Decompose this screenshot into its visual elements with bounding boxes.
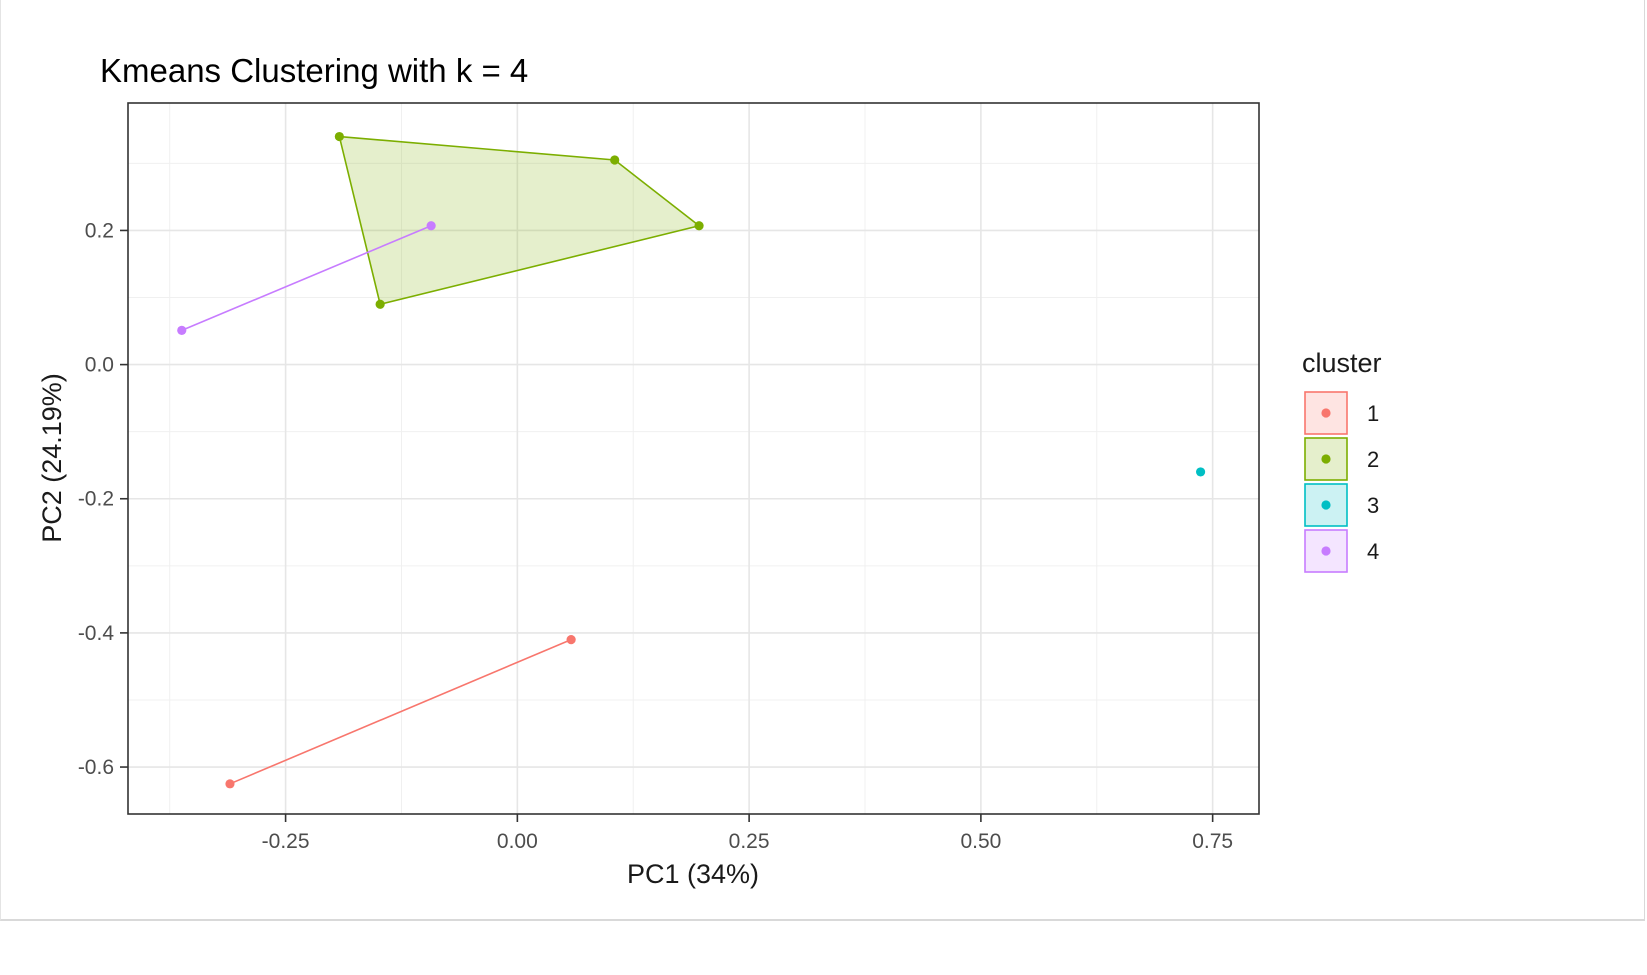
- cluster-4-point: [177, 325, 187, 335]
- legend-label-2: 2: [1367, 447, 1379, 472]
- legend-label-1: 1: [1367, 401, 1379, 426]
- cluster-1-point: [566, 635, 576, 645]
- cluster-4-point: [426, 221, 436, 231]
- x-tick-label: 0.75: [1192, 830, 1233, 853]
- grid: [128, 103, 1259, 814]
- legend-label-3: 3: [1367, 493, 1379, 518]
- x-tick-label: 0.00: [497, 830, 538, 853]
- legend: cluster 1 2 3 4: [1302, 348, 1382, 573]
- y-tick-label: 0.0: [85, 354, 114, 377]
- x-axis-title: PC1 (34%): [627, 859, 759, 889]
- panel-border: [127, 102, 1260, 815]
- legend-key-point-3: [1321, 500, 1331, 510]
- cluster-2-point: [610, 155, 620, 165]
- y-tick-label: -0.4: [78, 622, 115, 645]
- cluster-2-point: [375, 299, 385, 309]
- x-tick-label: 0.50: [960, 830, 1001, 853]
- cluster-hulls: [181, 135, 701, 785]
- cluster-2-hull: [338, 135, 701, 306]
- y-axis-title: PC2 (24.19%): [37, 373, 67, 543]
- cluster-1-hull: [229, 638, 572, 785]
- cluster-3-point: [1195, 467, 1206, 477]
- cluster-1-point: [225, 779, 235, 789]
- data-points: [177, 131, 1206, 789]
- cluster-2-point: [334, 131, 344, 142]
- cluster-2-point: [694, 221, 704, 231]
- x-tick-label: -0.25: [262, 830, 310, 853]
- y-tick-label: 0.2: [85, 219, 114, 242]
- y-tick-label: -0.6: [78, 756, 114, 779]
- x-tick-label: 0.25: [729, 830, 770, 853]
- y-tick-label: -0.2: [78, 488, 114, 511]
- legend-key-point-2: [1321, 454, 1331, 464]
- legend-key-2: [1304, 437, 1348, 481]
- legend-label-4: 4: [1367, 539, 1379, 564]
- cluster-4-hull: [181, 225, 432, 332]
- chart-title: Kmeans Clustering with k = 4: [100, 52, 528, 89]
- legend-key-point-4: [1321, 546, 1331, 556]
- axes: -0.25 0.00 0.25 0.50 0.75 -0.6 -0.4 -0.2 0.0 0.2: [78, 219, 1233, 853]
- legend-title: cluster: [1302, 348, 1382, 378]
- legend-key-point-1: [1321, 408, 1331, 418]
